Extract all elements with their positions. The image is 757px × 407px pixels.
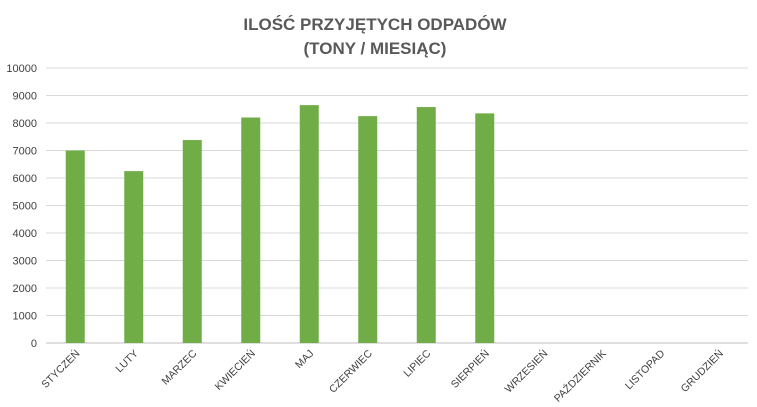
y-tick-label: 8000	[13, 118, 37, 130]
y-tick-label: 2000	[13, 283, 37, 295]
gridlines	[46, 67, 748, 344]
x-category-label: GRUDZIEŃ	[678, 347, 726, 395]
y-tick-label: 1000	[13, 311, 37, 323]
y-tick-label: 5000	[13, 201, 37, 213]
y-tick-label: 7000	[13, 146, 37, 158]
x-category-label: MAJ	[293, 348, 316, 371]
x-category-label: WRZESIEŃ	[502, 347, 550, 395]
chart-title-line-1: ILOŚĆ PRZYJĘTYCH ODPADÓW	[243, 15, 507, 34]
y-tick-label: 0	[31, 338, 37, 350]
bar-3	[241, 117, 261, 343]
bar-1	[124, 171, 144, 343]
x-category-label: LISTOPAD	[623, 347, 668, 392]
x-category-label: STYCZEŃ	[39, 347, 83, 391]
x-category-label: CZERWIEC	[327, 347, 375, 395]
bar-0	[65, 150, 85, 343]
y-tick-label: 4000	[13, 228, 37, 240]
x-category-label: LUTY	[113, 348, 140, 375]
bar-6	[416, 107, 436, 343]
bar-4	[299, 105, 319, 343]
x-category-label: PAŹDZIERNIK	[551, 347, 609, 405]
x-axis-labels: STYCZEŃ LUTY MARZEC KWIECIEŃ MAJ CZERWIEC LIPI…	[39, 347, 726, 405]
bar-5	[358, 116, 378, 343]
y-tick-label: 3000	[13, 256, 37, 268]
y-tick-label: 6000	[13, 173, 37, 185]
bar-7	[475, 113, 495, 343]
y-tick-label: 9000	[13, 91, 37, 103]
y-axis-ticks: 0 1000 2000 3000 4000 5000 6000 7000 8000 9000 100…	[6, 63, 37, 350]
bar-2	[182, 140, 202, 343]
bars	[65, 105, 495, 343]
x-category-label: SIERPIEŃ	[448, 347, 492, 391]
x-category-label: KWIECIEŃ	[212, 347, 258, 393]
chart-title-line-2: (TONY / MIESIĄC)	[304, 39, 447, 58]
x-category-label: MARZEC	[160, 347, 200, 387]
x-category-label: LIPIEC	[401, 347, 433, 379]
y-tick-label: 10000	[6, 63, 37, 75]
